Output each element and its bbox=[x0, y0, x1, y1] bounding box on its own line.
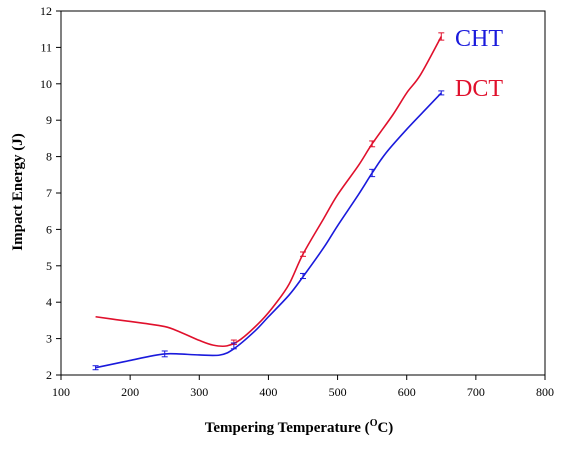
cht-error-bar bbox=[438, 90, 445, 96]
dct-series-line bbox=[95, 36, 442, 348]
y-tick-label: 11 bbox=[40, 40, 52, 54]
cht-error-bar bbox=[92, 365, 99, 371]
y-tick-label: 4 bbox=[46, 295, 52, 309]
cht-error-bar bbox=[300, 272, 306, 280]
y-tick-label: 8 bbox=[46, 150, 52, 164]
x-tick-label: 300 bbox=[190, 385, 208, 399]
x-axis-title-tail: C) bbox=[377, 420, 393, 436]
dct-error-bar bbox=[369, 140, 376, 148]
cht-series-line bbox=[95, 92, 442, 369]
cht-error-bar bbox=[369, 168, 376, 178]
x-tick-label: 400 bbox=[259, 385, 277, 399]
y-tick-label: 5 bbox=[46, 259, 52, 273]
x-tick-group: 100 200 300 400 500 600 700 800 bbox=[52, 375, 554, 399]
axes-group bbox=[60, 10, 546, 376]
x-tick-label: 600 bbox=[398, 385, 416, 399]
y-tick-label: 7 bbox=[46, 186, 52, 200]
y-tick-label: 6 bbox=[46, 222, 52, 236]
cht-error-bar bbox=[230, 342, 237, 350]
y-axis-title: Impact Energy (J) bbox=[10, 133, 26, 250]
y-tick-label: 3 bbox=[46, 332, 52, 346]
legend-group: CHT DCT bbox=[455, 26, 503, 102]
cht-error-bar bbox=[161, 350, 168, 358]
y-tick-label: 9 bbox=[46, 113, 52, 127]
x-tick-label: 200 bbox=[121, 385, 139, 399]
legend-label-cht: CHT bbox=[455, 26, 503, 52]
dct-error-bar bbox=[438, 32, 445, 41]
legend-label-dct: DCT bbox=[455, 76, 503, 102]
x-tick-label: 100 bbox=[52, 385, 70, 399]
plot-frame bbox=[60, 10, 546, 376]
x-tick-label: 800 bbox=[536, 385, 554, 399]
x-tick-label: 700 bbox=[467, 385, 485, 399]
x-axis-title-superscript: O bbox=[370, 418, 378, 429]
y-tick-label: 10 bbox=[40, 77, 52, 91]
x-axis-title: Tempering Temperature (OC) bbox=[205, 418, 394, 436]
x-tick-label: 500 bbox=[329, 385, 347, 399]
y-tick-group: 2 3 4 5 6 7 8 9 10 11 12 bbox=[40, 4, 61, 382]
y-tick-label: 12 bbox=[40, 4, 52, 18]
x-axis-title-main: Tempering Temperature ( bbox=[205, 420, 370, 436]
dct-error-bar bbox=[300, 251, 306, 257]
y-tick-label: 2 bbox=[46, 368, 52, 382]
series-group bbox=[92, 32, 445, 371]
